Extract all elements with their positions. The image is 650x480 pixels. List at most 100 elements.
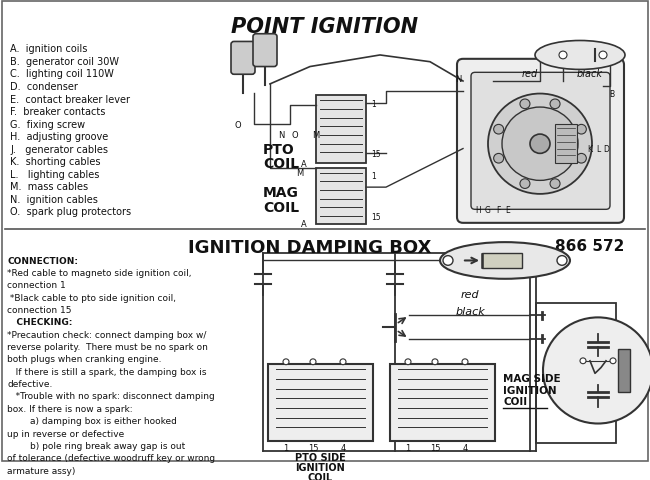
- Text: G.  fixing screw: G. fixing screw: [10, 120, 85, 130]
- Circle shape: [462, 359, 468, 365]
- Text: 15: 15: [307, 443, 318, 452]
- Text: black: black: [577, 69, 603, 79]
- Text: If there is still a spark, the damping box is: If there is still a spark, the damping b…: [7, 367, 207, 376]
- Text: A.  ignition coils: A. ignition coils: [10, 44, 87, 54]
- Text: both plugs when cranking engine.: both plugs when cranking engine.: [7, 355, 161, 364]
- Circle shape: [557, 256, 567, 266]
- Text: PTO SIDE: PTO SIDE: [294, 453, 345, 463]
- Circle shape: [580, 358, 586, 364]
- Text: D.  condenser: D. condenser: [10, 82, 78, 92]
- Text: IGNITION: IGNITION: [503, 385, 556, 395]
- Text: H: H: [475, 205, 481, 215]
- Text: O: O: [235, 120, 241, 130]
- Circle shape: [405, 359, 411, 365]
- Text: K: K: [588, 145, 593, 154]
- Circle shape: [543, 318, 650, 424]
- Circle shape: [283, 359, 289, 365]
- Circle shape: [502, 108, 578, 181]
- Text: 4: 4: [462, 443, 467, 452]
- Text: D: D: [603, 145, 609, 154]
- Text: up in reverse or defective: up in reverse or defective: [7, 429, 124, 438]
- Text: G: G: [485, 205, 491, 215]
- Circle shape: [520, 180, 530, 189]
- Text: M: M: [296, 169, 304, 178]
- Text: 15: 15: [371, 150, 381, 158]
- Text: E: E: [506, 205, 510, 215]
- Text: CHECKING:: CHECKING:: [7, 318, 72, 327]
- Circle shape: [530, 135, 550, 154]
- Bar: [390, 364, 495, 441]
- Bar: [618, 349, 630, 392]
- Text: L.   lighting cables: L. lighting cables: [10, 169, 99, 180]
- Circle shape: [493, 125, 504, 135]
- Circle shape: [310, 359, 316, 365]
- Text: MAG: MAG: [263, 186, 299, 200]
- Text: O: O: [292, 130, 298, 139]
- Text: M.  mass cables: M. mass cables: [10, 182, 88, 192]
- Text: a) damping box is either hooked: a) damping box is either hooked: [7, 416, 177, 425]
- Text: 1: 1: [371, 172, 376, 180]
- Text: K.  shorting cables: K. shorting cables: [10, 157, 101, 167]
- Text: E.  contact breaker lever: E. contact breaker lever: [10, 95, 130, 104]
- Text: N.  ignition cables: N. ignition cables: [10, 194, 98, 204]
- Text: 1: 1: [371, 99, 376, 108]
- Circle shape: [443, 256, 453, 266]
- Circle shape: [493, 154, 504, 164]
- Text: box. If there is now a spark:: box. If there is now a spark:: [7, 404, 133, 413]
- Text: PTO: PTO: [263, 143, 294, 156]
- Circle shape: [550, 180, 560, 189]
- Bar: [316, 168, 366, 224]
- Circle shape: [577, 154, 586, 164]
- Text: O.  spark plug protectors: O. spark plug protectors: [10, 207, 131, 217]
- Text: *Red cable to magneto side ignition coil,: *Red cable to magneto side ignition coil…: [7, 268, 192, 277]
- Text: *Black cable to pto side ignition coil,: *Black cable to pto side ignition coil,: [7, 293, 176, 302]
- Ellipse shape: [440, 242, 570, 279]
- Text: connection 1: connection 1: [7, 281, 66, 290]
- Text: 15: 15: [430, 443, 440, 452]
- Text: *Trouble with no spark: disconnect damping: *Trouble with no spark: disconnect dampi…: [7, 392, 214, 401]
- Text: C: C: [529, 111, 534, 120]
- Circle shape: [577, 125, 586, 135]
- Text: F.  breaker contacts: F. breaker contacts: [10, 107, 105, 117]
- Circle shape: [550, 100, 560, 109]
- Text: defective.: defective.: [7, 379, 53, 388]
- Bar: [316, 96, 366, 164]
- Circle shape: [599, 52, 607, 60]
- FancyBboxPatch shape: [457, 60, 624, 223]
- Bar: [482, 253, 522, 269]
- Text: 866 572: 866 572: [555, 239, 625, 254]
- Text: IGNITION DAMPING BOX: IGNITION DAMPING BOX: [188, 239, 432, 257]
- FancyBboxPatch shape: [253, 35, 277, 67]
- Ellipse shape: [535, 41, 625, 70]
- Circle shape: [610, 358, 616, 364]
- Text: A: A: [301, 220, 307, 229]
- Text: connection 15: connection 15: [7, 305, 72, 314]
- Text: IGNITION: IGNITION: [295, 462, 345, 472]
- Text: b) pole ring break away gap is out: b) pole ring break away gap is out: [7, 441, 185, 450]
- Text: A: A: [301, 159, 307, 168]
- Text: COII: COII: [503, 396, 527, 407]
- Text: MAG SIDE: MAG SIDE: [503, 373, 560, 384]
- Text: 1: 1: [283, 443, 289, 452]
- Text: 15: 15: [371, 212, 381, 221]
- Text: L: L: [596, 145, 600, 154]
- Text: *Precaution check: connect damping box w/: *Precaution check: connect damping box w…: [7, 330, 207, 339]
- Text: H.  adjusting groove: H. adjusting groove: [10, 132, 109, 142]
- Text: N: N: [278, 130, 284, 139]
- Text: B: B: [610, 90, 614, 99]
- Text: 4: 4: [341, 443, 346, 452]
- Circle shape: [488, 95, 592, 194]
- Text: 1: 1: [406, 443, 411, 452]
- Bar: [536, 303, 616, 443]
- Text: CONNECTION:: CONNECTION:: [7, 256, 78, 265]
- Text: red: red: [522, 69, 538, 79]
- Text: POINT IGNITION: POINT IGNITION: [231, 17, 419, 37]
- Circle shape: [520, 100, 530, 109]
- Text: C.  lighting coil 110W: C. lighting coil 110W: [10, 69, 114, 79]
- Text: black: black: [455, 306, 485, 316]
- Text: N: N: [455, 74, 461, 84]
- Text: COIL: COIL: [263, 200, 299, 214]
- Text: M: M: [313, 130, 320, 139]
- Text: of tolerance (defective woodruff key or wrong: of tolerance (defective woodruff key or …: [7, 453, 215, 462]
- Bar: [555, 125, 577, 164]
